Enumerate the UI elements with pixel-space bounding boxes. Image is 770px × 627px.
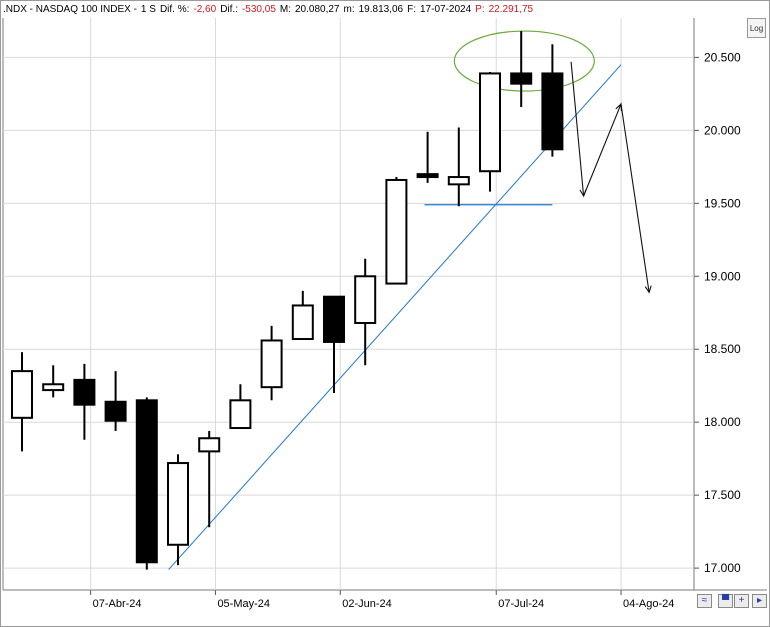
- chart-header: .NDX - NASDAQ 100 INDEX -1 S Dif. %: -2,60…: [3, 2, 537, 18]
- candle-body: [479, 72, 501, 173]
- header-diff-label: Dif.:: [220, 4, 238, 15]
- candle: [42, 365, 65, 398]
- highlight-ellipse: [453, 30, 595, 92]
- y-tick-label: 17.000: [704, 561, 741, 575]
- header-date: 17-07-2024: [420, 4, 472, 15]
- crosshair-button[interactable]: +: [734, 594, 749, 608]
- y-tick-label: 17.500: [704, 488, 741, 502]
- header-price-label: P:: [475, 4, 485, 15]
- candle-body: [104, 400, 127, 422]
- candle-body: [447, 176, 470, 186]
- candle: [541, 44, 564, 157]
- header-symbol: .NDX - NASDAQ 100 INDEX -: [3, 4, 137, 15]
- y-tick-label: 19.500: [704, 196, 741, 210]
- candle: [73, 363, 96, 440]
- candle: [167, 454, 189, 566]
- header-diff: -530,05: [241, 4, 276, 15]
- candle: [229, 384, 252, 430]
- candle-body: [42, 383, 65, 392]
- y-tick-label: 20.000: [704, 123, 741, 137]
- candle-body: [260, 339, 283, 389]
- candle: [510, 31, 533, 108]
- x-tick-label: 07-Jul-24: [498, 598, 544, 610]
- header-max: 20.080,27: [295, 4, 340, 15]
- candle-body: [291, 304, 314, 341]
- x-tick-label: 05-May-24: [217, 598, 270, 610]
- x-tick-label: 07-Abr-24: [93, 598, 142, 610]
- candle: [354, 258, 377, 366]
- axis-ticks: 17.000 17.500 18.000 18.500 19.000 19.500 20.0…: [90, 50, 741, 610]
- candle: [11, 352, 33, 452]
- candle-body: [385, 178, 408, 285]
- save-button[interactable]: ▀: [718, 594, 733, 608]
- candle-body: [11, 370, 33, 419]
- x-tick-label: 04-Ago-24: [623, 598, 674, 610]
- y-tick-label: 18.000: [704, 415, 741, 429]
- candle: [104, 371, 127, 431]
- y-tick-label: 20.500: [704, 50, 741, 64]
- candle: [416, 131, 439, 183]
- candle-body: [510, 72, 533, 85]
- header-min: 19.813,06: [358, 4, 404, 15]
- header-date-label: F:: [407, 4, 416, 15]
- y-tick-label: 19.000: [704, 269, 741, 283]
- candle-body: [167, 462, 189, 546]
- candle-body: [198, 437, 221, 453]
- candle-body: [541, 72, 564, 151]
- candle: [323, 295, 345, 394]
- candle: [385, 177, 408, 285]
- projection-arrowhead: [615, 102, 623, 112]
- header-diff-pct-label: Dif. %:: [159, 4, 190, 15]
- scroll-end-button[interactable]: ▸: [752, 594, 767, 608]
- header-price: 22.291,75: [488, 4, 534, 15]
- candle: [198, 430, 221, 528]
- y-tick-label: 18.500: [704, 342, 741, 356]
- projection-arrowhead: [644, 285, 652, 294]
- projection-path: [570, 61, 650, 293]
- candle-body: [416, 173, 439, 179]
- x-tick-label: 02-Jun-24: [342, 598, 392, 610]
- candle-body: [354, 275, 377, 324]
- candle-body: [135, 399, 158, 564]
- candle: [447, 127, 470, 207]
- candle: [135, 397, 158, 570]
- header-diff-pct: -2,60: [193, 4, 217, 15]
- header-max-label: M:: [279, 4, 291, 15]
- candle: [479, 71, 501, 192]
- wave-button[interactable]: ≈: [697, 594, 712, 608]
- header-period: 1 S: [140, 4, 156, 15]
- candle-body: [323, 295, 345, 343]
- candles: [11, 31, 564, 570]
- candle-body: [229, 399, 252, 430]
- log-scale-button[interactable]: Log: [747, 18, 766, 38]
- header-min-label: m:: [343, 4, 355, 15]
- projection-arrowhead: [579, 189, 587, 198]
- candle: [260, 325, 283, 401]
- gridlines: [3, 18, 694, 590]
- candle: [291, 290, 314, 341]
- candle-body: [73, 378, 96, 406]
